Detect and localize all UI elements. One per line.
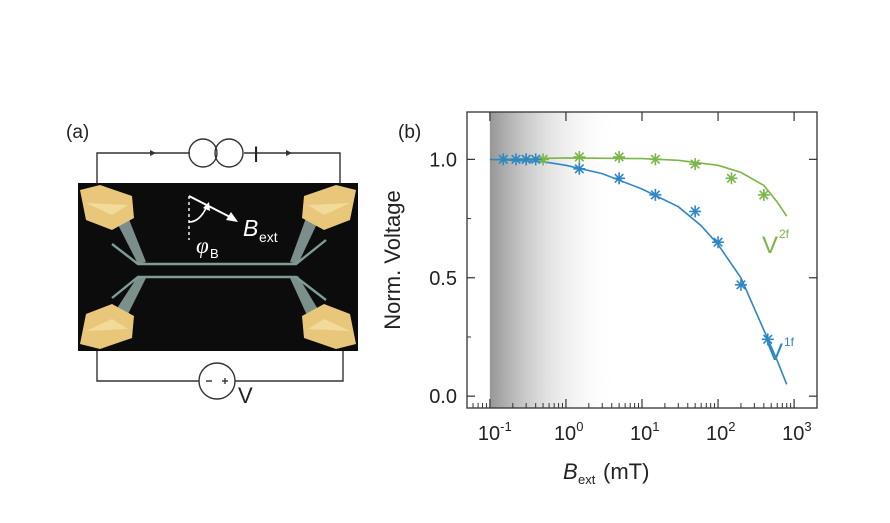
voltmeter-circle [198,362,236,400]
v2f-annotation: V [762,232,778,259]
current-wire-right [244,152,341,184]
data-point-v1f [509,153,522,166]
voltage-wire-right [235,350,344,382]
data-markers [497,150,774,346]
phi-subscript: B [210,246,219,261]
current-arrow-right [286,150,292,156]
x-tick-exponent: 1 [652,419,659,434]
chart-axes: 0.00.51.010-1 100 101 102 103 [429,112,817,445]
plot-frame [466,111,818,409]
current-source-coil-left [188,138,218,168]
current-label: I [253,142,259,167]
voltage-label: V [238,383,253,408]
data-point-v2f [537,153,550,166]
y-tick-label: 1.0 [429,149,457,171]
field-vector [188,195,233,219]
panel-b-label: (b) [398,122,421,143]
panel-b: (b) 0.00.51.010-1 100 101 102 103 Norm. Volt… [380,111,818,487]
field-arrowhead [226,212,238,222]
fit-curve-v2f [489,157,788,217]
y-tick-label: 0.5 [429,268,457,290]
current-arrow-left [150,150,156,156]
voltmeter-circuit [96,350,344,400]
low-field-shaded-region [489,112,620,408]
field-subscript: ext [259,229,278,245]
data-point-v2f [573,150,586,163]
x-tick-label: 101 [630,419,659,445]
data-point-v1f [712,236,725,249]
field-angle-indicator [188,195,238,240]
phi-symbol: φ [196,233,209,258]
data-point-v1f [613,172,626,185]
fit-curve-v1f [489,158,788,385]
x-tick-label: 10-1 [478,419,512,445]
current-source-coil-right [214,138,244,168]
data-point-v2f [725,172,738,185]
x-tick-label: 102 [706,419,735,445]
nanowire [111,239,327,301]
v1f-annotation: V [767,339,783,366]
data-point-v2f [689,158,702,171]
x-tick-exponent: 0 [576,419,583,434]
data-point-v1f [649,188,662,201]
x-tick-label: 103 [782,419,811,445]
x-tick-exponent: 2 [728,419,735,434]
angle-arrowhead [203,202,210,211]
x-tick-label: 100 [554,419,583,445]
fit-curves [489,157,788,385]
current-wire-left [96,152,190,184]
data-point-v1f [761,333,774,346]
voltage-wire-left [96,350,199,382]
data-point-v1f [529,153,542,166]
data-point-v2f [649,153,662,166]
field-symbol: B [243,215,258,241]
v1f-annotation-superscript: 1f [784,335,795,349]
y-axis-label: Norm. Voltage [380,190,405,329]
data-point-v2f [613,150,626,163]
current-source-circuit [96,138,341,184]
x-tick-exponent: -1 [500,419,512,434]
x-tick-exponent: 3 [804,419,811,434]
panel-a: (a) I V [66,122,358,408]
panel-a-label: (a) [66,122,89,143]
x-axis-label-subscript: ext [578,472,596,487]
v2f-annotation-superscript: 2f [779,227,790,241]
y-tick-label: 0.0 [429,386,457,408]
data-point-v1f [573,162,586,175]
data-point-v2f [757,188,770,201]
x-axis-label-unit: (mT) [603,459,649,484]
data-point-v1f [734,278,747,291]
data-point-v1f [497,153,510,166]
data-point-v1f [689,205,702,218]
x-axis-label-symbol: B [563,459,578,484]
contact-pads [80,185,356,349]
